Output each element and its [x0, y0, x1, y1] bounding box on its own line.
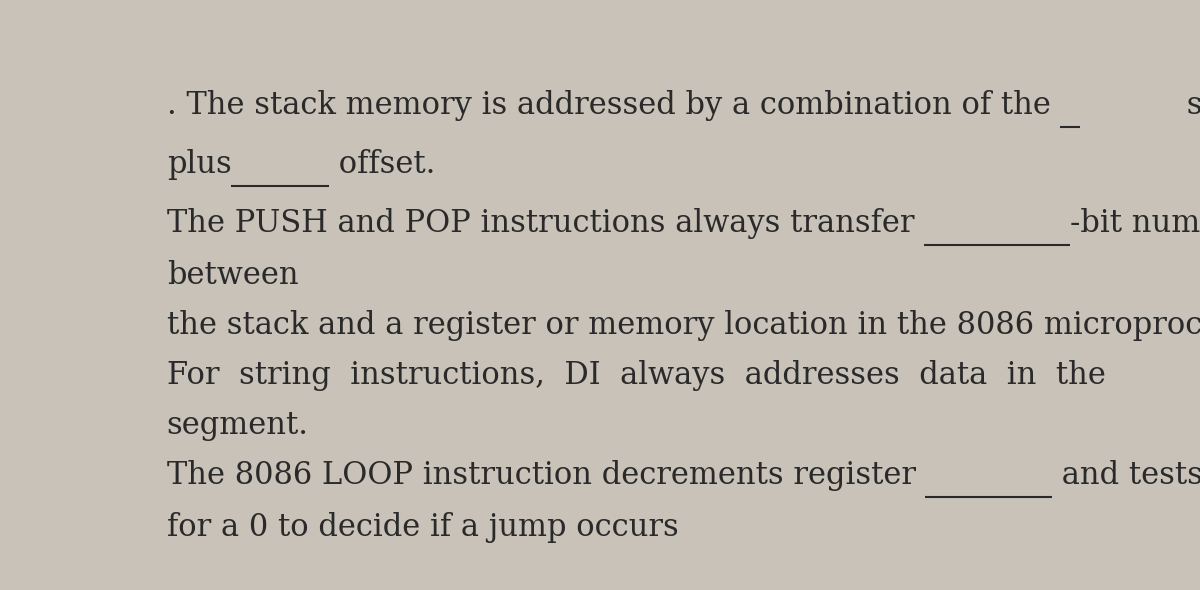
- Text: The 8086 LOOP instruction decrements register: The 8086 LOOP instruction decrements reg…: [167, 460, 925, 491]
- Text: For  string  instructions,  DI  always  addresses  data  in  the: For string instructions, DI always addre…: [167, 360, 1115, 391]
- Text: for a 0 to decide if a jump occurs: for a 0 to decide if a jump occurs: [167, 513, 678, 543]
- Text: and tests it: and tests it: [1052, 460, 1200, 491]
- Text: The PUSH and POP instructions always transfer: The PUSH and POP instructions always tra…: [167, 208, 924, 239]
- Text: offset.: offset.: [329, 149, 436, 180]
- Text: segment.: segment.: [167, 410, 308, 441]
- Text: segment: segment: [1177, 90, 1200, 121]
- Text: -bit number: -bit number: [1070, 208, 1200, 239]
- Text: the stack and a register or memory location in the 8086 microprocessors.: the stack and a register or memory locat…: [167, 310, 1200, 341]
- Text: . The stack memory is addressed by a combination of the: . The stack memory is addressed by a com…: [167, 90, 1061, 121]
- Text: plus: plus: [167, 149, 232, 180]
- Text: between: between: [167, 260, 299, 291]
